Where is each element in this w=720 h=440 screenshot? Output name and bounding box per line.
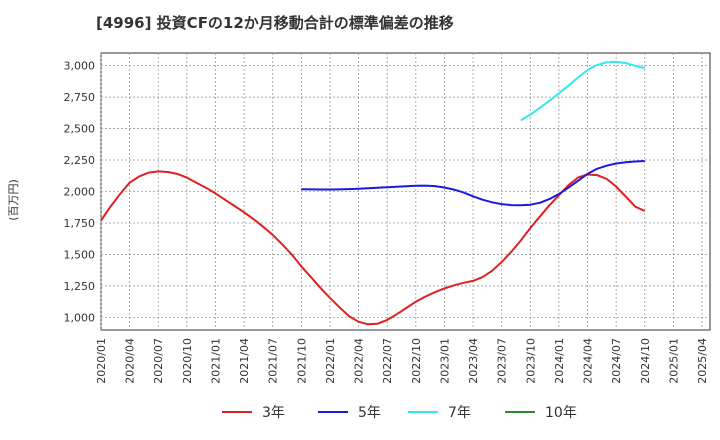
legend-label-3: 10年	[545, 405, 577, 421]
x-tick-label: 2021/04	[238, 338, 251, 384]
y-axis: 1,000 1,250 1,500 1,750 2,000 2,250 2,500 2,750…	[64, 60, 96, 325]
x-tick-label: 2025/04	[696, 338, 709, 384]
x-tick-label: 2024/07	[610, 338, 623, 384]
chart-title: [4996] 投資CFの12か月移動合計の標準偏差の推移	[96, 14, 454, 32]
x-tick-label: 2024/04	[582, 338, 595, 384]
series-line-1	[301, 160, 645, 207]
x-tick-label: 2020/10	[181, 338, 194, 384]
x-tick-label: 2023/07	[496, 338, 509, 384]
x-tick-label: 2023/01	[438, 338, 451, 384]
x-tick-label: 2021/10	[295, 338, 308, 384]
x-tick-label: 2020/01	[95, 338, 108, 384]
grid	[100, 53, 710, 330]
x-tick-label: 2023/04	[467, 338, 480, 384]
y-tick-label: 2,000	[64, 186, 96, 199]
series-line-2	[520, 60, 646, 122]
y-tick-label: 2,750	[64, 91, 96, 104]
x-tick-label: 2025/01	[667, 338, 680, 384]
legend-label-0: 3年	[262, 405, 285, 421]
y-tick-label: 3,000	[64, 60, 96, 73]
x-tick-label: 2024/01	[553, 338, 566, 384]
x-tick-label: 2020/07	[152, 338, 165, 384]
legend-label-1: 5年	[358, 405, 381, 421]
x-tick-label: 2022/04	[353, 338, 366, 384]
y-tick-label: 1,250	[64, 280, 96, 293]
y-tick-label: 2,250	[64, 154, 96, 167]
x-tick-label: 2021/01	[209, 338, 222, 384]
legend-label-2: 7年	[448, 405, 471, 421]
y-axis-label: (百万円)	[7, 179, 20, 221]
x-axis: 2020/01 2020/04 2020/07 2020/10 2021/01 2021/…	[95, 338, 709, 384]
x-tick-label: 2020/04	[124, 338, 137, 384]
series-layer	[100, 60, 646, 326]
y-tick-label: 1,750	[64, 217, 96, 230]
y-tick-label: 2,500	[64, 123, 96, 136]
x-tick-label: 2024/10	[639, 338, 652, 384]
x-tick-label: 2023/10	[524, 338, 537, 384]
y-tick-label: 1,500	[64, 248, 96, 261]
x-tick-label: 2022/10	[410, 338, 423, 384]
x-tick-label: 2022/07	[381, 338, 394, 384]
legend: 3年 5年 7年 10年	[222, 405, 577, 421]
x-tick-label: 2022/01	[324, 338, 337, 384]
series-line-0	[100, 170, 646, 326]
x-tick-label: 2021/07	[267, 338, 280, 384]
y-tick-label: 1,000	[64, 311, 96, 324]
